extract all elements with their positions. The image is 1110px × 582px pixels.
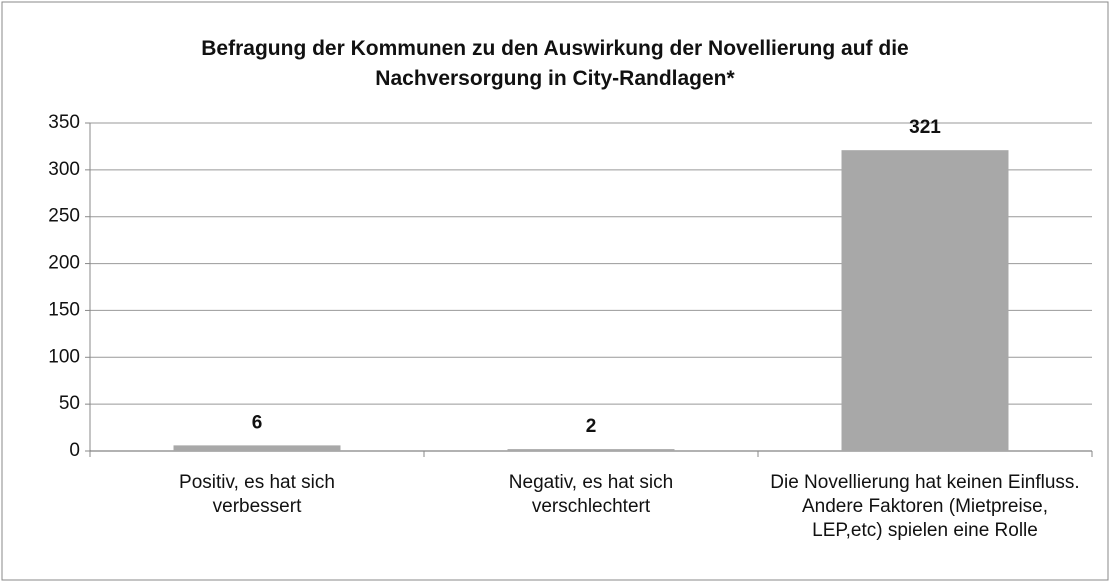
y-tick-label: 50 bbox=[59, 393, 80, 414]
bar bbox=[507, 449, 675, 451]
x-tick-label: Die Novellierung hat keinen Einfluss. An… bbox=[770, 472, 1080, 541]
x-tick-label: Positiv, es hat sich verbessert bbox=[179, 472, 335, 517]
bar bbox=[841, 150, 1009, 452]
x-tick-label: Negativ, es hat sich verschlechtert bbox=[508, 472, 674, 517]
y-tick-label: 0 bbox=[69, 440, 80, 461]
value-label: 6 bbox=[252, 412, 263, 433]
y-tick-label: 250 bbox=[48, 206, 80, 227]
y-tick-label: 300 bbox=[48, 159, 80, 180]
value-label: 2 bbox=[586, 416, 597, 437]
y-tick-label: 150 bbox=[48, 299, 80, 320]
y-tick-label: 350 bbox=[48, 112, 80, 133]
value-label: 321 bbox=[909, 117, 941, 138]
bar bbox=[173, 445, 341, 451]
y-tick-label: 100 bbox=[48, 346, 80, 367]
y-tick-label: 200 bbox=[48, 253, 80, 274]
chart-title: Befragung der Kommunen zu den Auswirkung… bbox=[201, 37, 909, 90]
